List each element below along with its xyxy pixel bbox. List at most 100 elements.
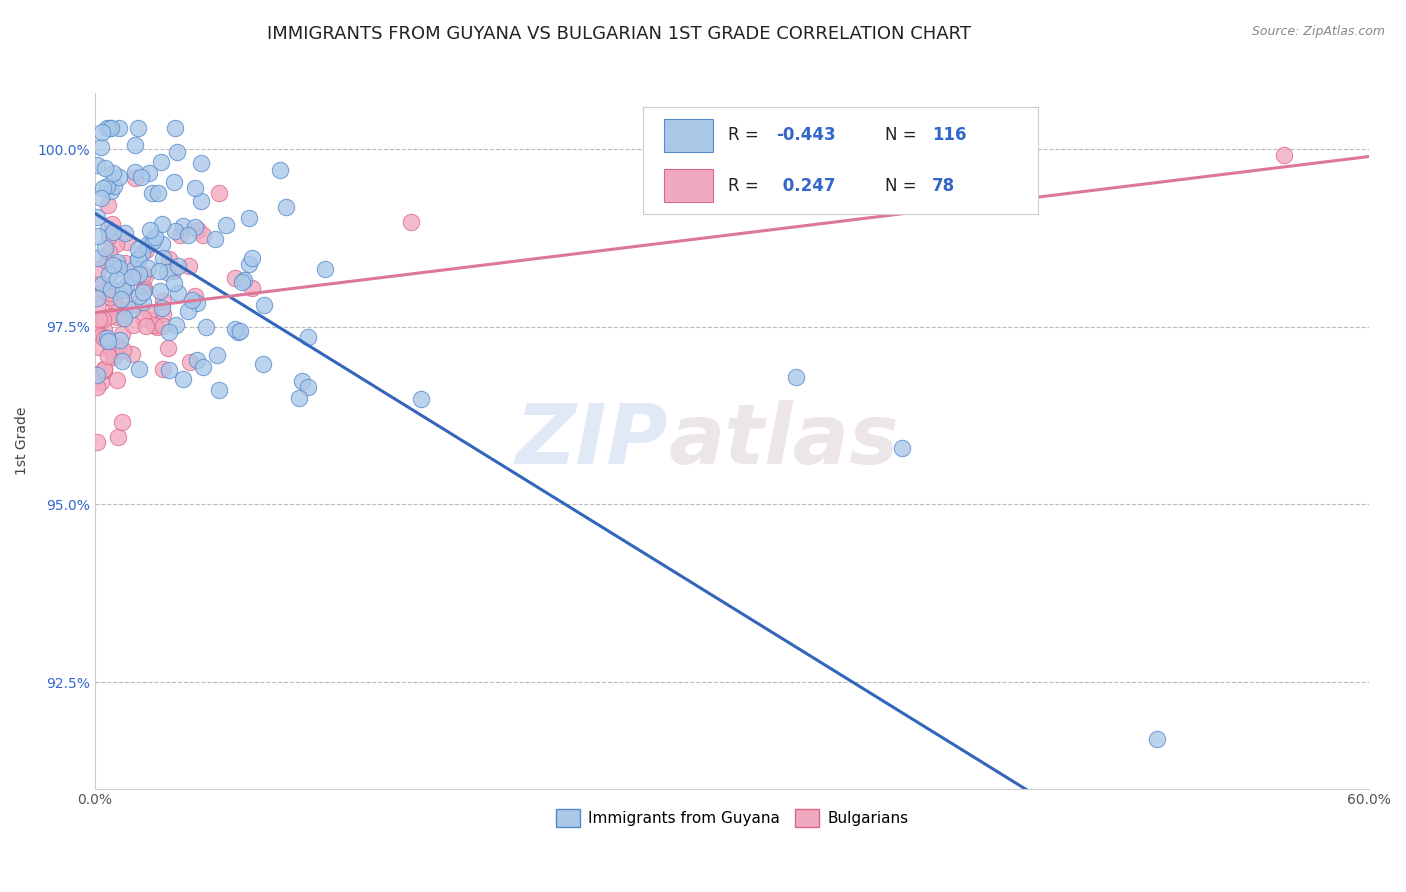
Point	[111, 354, 134, 368]
Point	[107, 430, 129, 444]
Point	[127, 121, 149, 136]
Point	[96, 178, 118, 193]
Point	[127, 252, 149, 267]
Point	[90, 328, 112, 343]
Point	[122, 318, 145, 333]
Point	[150, 155, 173, 169]
Point	[105, 338, 128, 352]
Point	[131, 245, 153, 260]
Point	[98, 121, 121, 136]
Point	[87, 252, 110, 266]
Point	[157, 325, 180, 339]
Point	[172, 372, 194, 386]
Point	[122, 261, 145, 276]
Point	[169, 228, 191, 243]
Point	[150, 301, 173, 316]
Point	[93, 362, 115, 376]
Point	[97, 228, 120, 243]
Text: IMMIGRANTS FROM GUYANA VS BULGARIAN 1ST GRADE CORRELATION CHART: IMMIGRANTS FROM GUYANA VS BULGARIAN 1ST …	[267, 25, 970, 43]
Point	[152, 307, 174, 321]
Point	[128, 361, 150, 376]
Point	[128, 267, 150, 281]
Point	[94, 241, 117, 255]
Point	[108, 333, 131, 347]
Point	[231, 275, 253, 289]
Point	[93, 161, 115, 176]
Point	[179, 355, 201, 369]
Point	[105, 237, 128, 252]
Point	[112, 308, 135, 322]
Point	[112, 343, 135, 357]
Point	[163, 175, 186, 189]
Point	[86, 380, 108, 394]
Point	[184, 181, 207, 195]
Point	[186, 295, 208, 310]
Point	[98, 286, 121, 301]
Point	[121, 347, 143, 361]
Point	[156, 264, 179, 278]
Point	[112, 282, 135, 296]
Point	[207, 383, 229, 397]
Point	[142, 313, 165, 327]
Point	[105, 272, 128, 286]
Point	[132, 281, 155, 295]
Point	[139, 223, 162, 237]
Legend: Immigrants from Guyana, Bulgarians: Immigrants from Guyana, Bulgarians	[550, 803, 914, 833]
Point	[103, 293, 125, 308]
Point	[172, 219, 194, 234]
Point	[146, 319, 169, 334]
Y-axis label: 1st Grade: 1st Grade	[15, 407, 30, 475]
Point	[162, 264, 184, 278]
Point	[228, 325, 250, 339]
Point	[191, 227, 214, 242]
Point	[274, 200, 297, 214]
Point	[108, 301, 131, 315]
Point	[183, 220, 205, 235]
Point	[166, 145, 188, 159]
Point	[150, 217, 173, 231]
Point	[86, 210, 108, 224]
Point	[297, 380, 319, 394]
Point	[91, 311, 114, 326]
Text: -0.443: -0.443	[776, 127, 837, 145]
Point	[127, 242, 149, 256]
Point	[86, 368, 108, 382]
Point	[232, 273, 254, 287]
Point	[115, 235, 138, 249]
Point	[215, 218, 238, 232]
Point	[104, 347, 127, 361]
Text: atlas: atlas	[668, 401, 898, 481]
Point	[146, 186, 169, 200]
Point	[240, 281, 263, 295]
Point	[107, 260, 129, 275]
Point	[208, 186, 231, 201]
Point	[135, 318, 157, 333]
Point	[252, 357, 274, 371]
Point	[101, 217, 124, 231]
Point	[187, 223, 209, 237]
Point	[180, 293, 202, 307]
Point	[121, 301, 143, 316]
Point	[122, 297, 145, 311]
Point	[409, 392, 432, 407]
Point	[100, 121, 122, 136]
Point	[288, 392, 311, 406]
Text: R =: R =	[728, 127, 763, 145]
Point	[157, 252, 180, 267]
Point	[297, 329, 319, 343]
Point	[114, 279, 136, 293]
Text: R =: R =	[728, 177, 763, 194]
Point	[186, 352, 208, 367]
Point	[91, 277, 114, 291]
Point	[204, 232, 226, 246]
Point	[157, 342, 180, 356]
Point	[111, 326, 134, 341]
Point	[100, 341, 122, 355]
Point	[1272, 148, 1295, 162]
Point	[291, 375, 314, 389]
Point	[138, 166, 160, 180]
Point	[190, 155, 212, 169]
Point	[136, 237, 159, 252]
Point	[108, 121, 131, 136]
Point	[124, 138, 146, 153]
